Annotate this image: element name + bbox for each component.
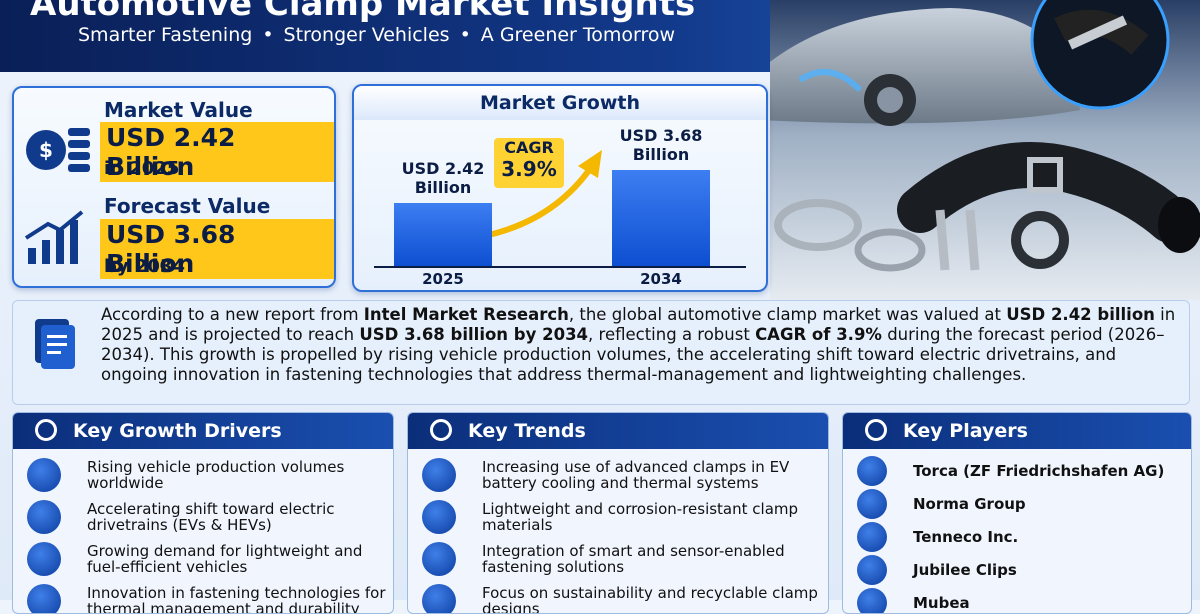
market-value-label: Market Value (104, 98, 253, 122)
panel-header: Key Trends (408, 413, 828, 449)
description-segment: According to a new report from (101, 305, 364, 324)
cagr-label: CAGR (504, 138, 554, 157)
item-text: Integration of smart and sensor-enabled … (482, 542, 785, 576)
category-label: 2025 (422, 270, 464, 288)
description-segment: , the global automotive clamp market was… (568, 305, 1007, 324)
item-icon (857, 489, 887, 519)
item-icon (857, 456, 887, 486)
list-item: Focus on sustainability and recyclable c… (422, 581, 822, 613)
cagr-arrow (483, 150, 602, 239)
drivers-panel: Key Growth Drivers Rising vehicle product… (12, 412, 394, 614)
header-icon (35, 419, 57, 441)
header-icon (865, 419, 887, 441)
growth-icon (24, 210, 84, 264)
list-item: Rising vehicle production volumes worldw… (27, 455, 387, 495)
item-text: Lightweight and corrosion-resistant clam… (482, 500, 799, 534)
item-icon (27, 500, 61, 534)
description-segment: USD 2.42 billion (1006, 305, 1155, 324)
list-item: Lightweight and corrosion-resistant clam… (422, 497, 822, 537)
value-card: $ Market Value USD 2.42 Billion in 2025 … (12, 86, 336, 288)
item-icon (422, 584, 456, 613)
item-icon (857, 522, 887, 552)
tagline: Smarter Fastening • Stronger Vehicles • A Gr… (78, 24, 675, 46)
cagr-box: CAGR 3.9% (494, 138, 564, 188)
panel-title: Key Growth Drivers (73, 420, 282, 442)
svg-text:$: $ (39, 138, 53, 162)
tagline-item: Stronger Vehicles (283, 24, 450, 46)
bar-label: USD 3.68 Billion (619, 126, 703, 165)
panel-header: Key Growth Drivers (13, 413, 393, 449)
category-label: 2034 (640, 270, 682, 288)
item-text: Increasing use of advanced clamps in EV … (482, 458, 790, 492)
item-icon (857, 588, 887, 613)
description: According to a new report from Intel Mar… (101, 305, 1181, 385)
panel-title: Key Players (903, 420, 1028, 442)
forecast-value-period: by 2034 (104, 256, 185, 277)
product-photo (770, 0, 1200, 300)
growth-card: Market Growth CAGR 3.9% USD 2.42 Billion… (352, 84, 768, 292)
players-panel: Key Players Torca (ZF Friedrichshafen AG)… (842, 412, 1192, 614)
market-value-period: in 2025 (104, 158, 180, 179)
item-icon (27, 458, 61, 492)
separator: • (459, 24, 471, 46)
bar (612, 170, 710, 266)
description-segment: , reflecting a robust (588, 325, 756, 344)
description-segment: Intel Market Research (363, 305, 569, 324)
separator: • (262, 24, 274, 46)
item-text: Rising vehicle production volumes worldw… (87, 458, 345, 492)
description-segment: in 2025 and is projected to reach (101, 305, 1176, 344)
list-item: Jubilee Clips (857, 554, 1185, 586)
baseline (374, 266, 746, 268)
panel-title: Key Trends (468, 420, 586, 442)
panel-header: Key Players (843, 413, 1191, 449)
list-item: Mubea (857, 587, 1185, 613)
item-text: Norma Group (913, 495, 1026, 513)
list-item: Increasing use of advanced clamps in EV … (422, 455, 822, 495)
description-box: According to a new report from Intel Mar… (12, 300, 1190, 405)
item-text: Accelerating shift toward electric drive… (87, 500, 335, 534)
item-text: Torca (ZF Friedrichshafen AG) (913, 462, 1165, 480)
trends-panel: Key Trends Increasing use of advanced cla… (407, 412, 829, 614)
list-item: Accelerating shift toward electric drive… (27, 497, 387, 537)
list-item: Growing demand for lightweight and fuel-… (27, 539, 387, 579)
document-icon (35, 319, 75, 369)
item-text: Jubilee Clips (913, 561, 1017, 579)
description-segment: USD 3.68 billion by 2034 (359, 325, 589, 344)
list-item: Torca (ZF Friedrichshafen AG) (857, 455, 1185, 487)
list-item: Innovation in fastening technologies for… (27, 581, 387, 613)
list-item: Tenneco Inc. (857, 521, 1185, 553)
item-text: Tenneco Inc. (913, 528, 1019, 546)
item-icon (422, 542, 456, 576)
item-icon (27, 542, 61, 576)
bar (394, 203, 492, 266)
market-value: USD 2.42 Billion (100, 122, 334, 182)
tagline-item: Smarter Fastening (78, 24, 253, 46)
item-icon (422, 458, 456, 492)
item-icon (27, 584, 61, 613)
list-item: Integration of smart and sensor-enabled … (422, 539, 822, 579)
cagr-value: 3.9% (501, 157, 557, 181)
forecast-value: USD 3.68 Billion (100, 219, 334, 279)
header-icon (430, 419, 452, 441)
item-text: Growing demand for lightweight and fuel-… (87, 542, 363, 576)
bar-label: USD 2.42 Billion (401, 159, 485, 198)
item-icon (422, 500, 456, 534)
item-text: Mubea (913, 594, 970, 612)
item-icon (857, 555, 887, 585)
list-item: Norma Group (857, 488, 1185, 520)
coin-icon: $ (26, 128, 90, 172)
description-segment: during the forecast period (2026–2034). … (101, 325, 1165, 384)
forecast-value-label: Forecast Value (104, 194, 271, 218)
growth-title: Market Growth (354, 86, 766, 120)
tagline-item: A Greener Tomorrow (480, 24, 676, 46)
title: Automotive Clamp Market Insights (30, 0, 696, 24)
description-segment: CAGR of 3.9% (755, 325, 882, 344)
